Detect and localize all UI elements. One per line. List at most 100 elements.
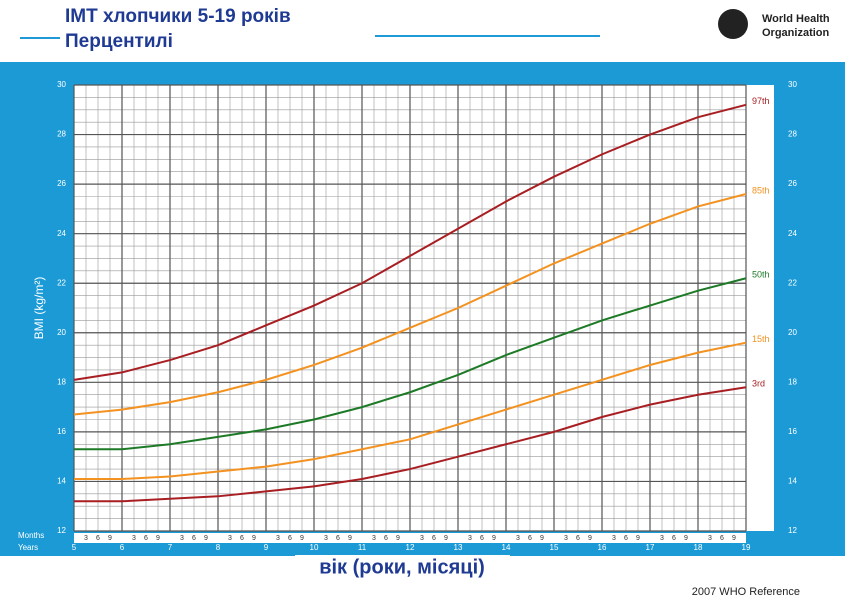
x-tick-label: 8 [216,543,221,552]
series-label: 50th [752,270,770,280]
footer: 2007 WHO Reference [692,586,800,598]
y2-tick-label: 30 [788,80,797,89]
month-tick-label: 3 [708,535,712,542]
x-tick-label: 5 [72,543,77,552]
month-tick-label: 6 [624,535,628,542]
month-tick-label: 6 [384,535,388,542]
percentile-line [73,193,747,416]
x-tick-label: 14 [502,543,511,552]
y-tick-label: 28 [57,130,66,139]
org-name: World Health [762,13,830,25]
month-tick-label: 3 [324,535,328,542]
month-tick-label: 3 [372,535,376,542]
y2-tick-label: 12 [788,526,797,535]
month-tick-label: 9 [204,535,208,542]
y2-tick-label: 18 [788,377,797,386]
x-tick-label: 16 [598,543,607,552]
chart-title: ІМТ хлопчики 5-19 років [65,6,291,27]
y2-tick-label: 16 [788,427,797,436]
percentile-line [74,277,747,451]
month-tick-label: 3 [132,535,136,542]
month-tick-label: 9 [156,535,160,542]
month-tick-label: 9 [300,535,304,542]
y-tick-label: 26 [57,179,66,188]
month-tick-label: 6 [432,535,436,542]
x-tick-label: 17 [646,543,655,552]
y-axis-label: BMI (kg/m²) [32,277,46,340]
month-tick-label: 3 [612,535,616,542]
years-label: Years [18,543,38,552]
x-tick-label: 13 [454,543,463,552]
x-label-box [295,555,510,581]
month-tick-label: 9 [732,535,736,542]
x-tick-label: 6 [120,543,125,552]
x-tick-label: 12 [406,543,415,552]
month-tick-label: 9 [684,535,688,542]
y-tick-label: 18 [57,377,66,386]
chart-subtitle: Перцентилі [65,31,173,52]
month-tick-label: 3 [516,535,520,542]
x-tick-label: 19 [742,543,751,552]
x-axis-label: вік (роки, місяці) [319,556,485,578]
month-tick-label: 6 [480,535,484,542]
y2-tick-label: 14 [788,477,797,486]
y-tick-label: 22 [57,278,66,287]
month-tick-label: 3 [84,535,88,542]
month-tick-label: 9 [252,535,256,542]
month-tick-label: 3 [228,535,232,542]
month-tick-label: 9 [396,535,400,542]
month-tick-label: 3 [180,535,184,542]
y2-tick-label: 28 [788,130,797,139]
month-tick-label: 9 [540,535,544,542]
y2-tick-label: 20 [788,328,797,337]
x-tick-label: 10 [310,543,319,552]
month-tick-label: 6 [336,535,340,542]
y-tick-label: 14 [57,477,66,486]
month-tick-label: 3 [564,535,568,542]
month-tick-label: 6 [576,535,580,542]
x-tick-label: 11 [358,543,367,552]
month-tick-label: 6 [96,535,100,542]
series-label: 3rd [752,379,765,389]
y-tick-label: 20 [57,328,66,337]
org-name: Organization [762,27,830,39]
percentile-line [74,341,747,480]
y-tick-label: 30 [57,80,66,89]
x-tick-label: 18 [694,543,703,552]
series-label: 15th [752,334,770,344]
y-tick-label: 12 [57,526,66,535]
month-tick-label: 6 [528,535,532,542]
month-tick-label: 6 [192,535,196,542]
month-tick-label: 6 [240,535,244,542]
percentile-line [73,103,747,381]
month-strip [74,533,746,543]
month-tick-label: 9 [492,535,496,542]
month-tick-label: 6 [720,535,724,542]
month-tick-label: 3 [660,535,664,542]
y-tick-label: 16 [57,427,66,436]
y2-tick-label: 22 [788,278,797,287]
month-tick-label: 3 [420,535,424,542]
month-tick-label: 9 [636,535,640,542]
series-label: 97th [752,96,770,106]
month-tick-label: 6 [672,535,676,542]
months-label: Months [18,531,44,540]
y2-tick-label: 26 [788,179,797,188]
month-tick-label: 9 [444,535,448,542]
who-logo [718,9,748,39]
x-tick-label: 9 [264,543,269,552]
y-tick-label: 24 [57,229,66,238]
month-tick-label: 9 [588,535,592,542]
month-tick-label: 9 [348,535,352,542]
month-tick-label: 3 [276,535,280,542]
month-tick-label: 6 [144,535,148,542]
x-tick-label: 7 [168,543,173,552]
series-label: 85th [752,185,770,195]
y2-tick-label: 24 [788,229,797,238]
percentile-line [74,386,747,503]
x-tick-label: 15 [550,543,559,552]
month-tick-label: 9 [108,535,112,542]
month-tick-label: 3 [468,535,472,542]
month-tick-label: 6 [288,535,292,542]
